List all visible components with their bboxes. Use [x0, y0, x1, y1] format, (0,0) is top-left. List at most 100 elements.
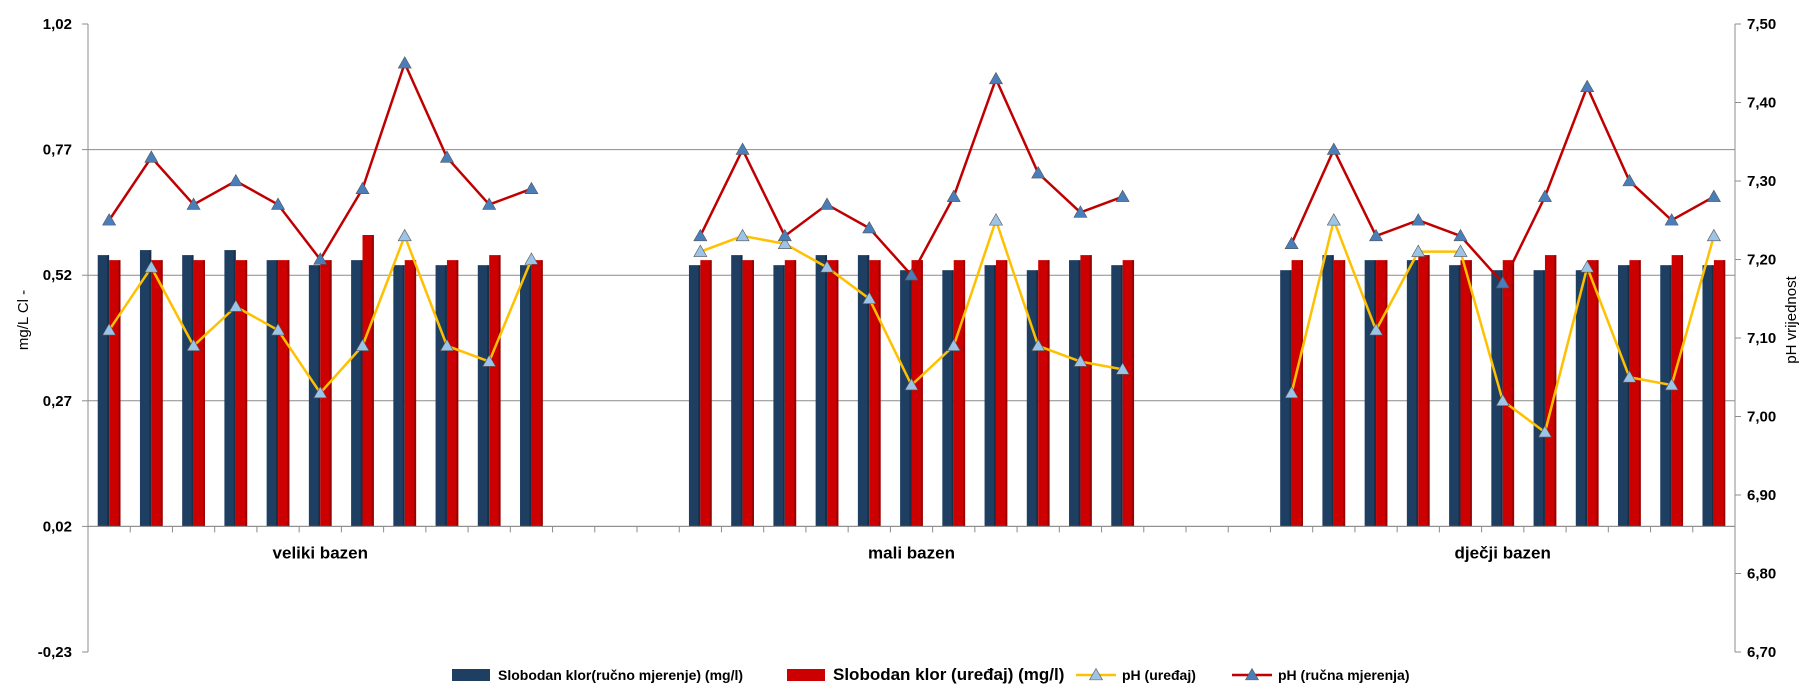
bar-manual-chlorine-shade: [951, 270, 954, 527]
bar-manual-chlorine-shade: [740, 255, 743, 527]
bar-device-chlorine: [953, 260, 966, 527]
bar-manual-chlorine: [1111, 265, 1123, 527]
bar-manual-chlorine-shade: [107, 255, 110, 527]
bar-device-chlorine: [320, 260, 332, 527]
bar-device-chlorine-shade: [1469, 260, 1472, 527]
bar-device-chlorine: [1671, 255, 1684, 527]
bar-manual-chlorine-shade: [1416, 260, 1419, 527]
y2-tick-label: 7,30: [1747, 173, 1776, 190]
bar-manual-chlorine-shade: [1374, 260, 1377, 527]
bar-manual-chlorine: [97, 255, 110, 527]
bar-manual-chlorine: [477, 265, 490, 527]
bar-manual-chlorine-shade: [1120, 265, 1123, 527]
bar-device-chlorine-shade: [1681, 255, 1684, 527]
bar-device-chlorine: [1418, 255, 1430, 527]
marker-ph-manual: [1664, 213, 1679, 226]
bar-device-chlorine: [1333, 260, 1346, 527]
bar-manual-chlorine-shade: [402, 265, 405, 527]
legend-label: Slobodan klor(ručno mjerenje) (mg/l): [498, 667, 743, 683]
bar-manual-chlorine-shade: [529, 265, 532, 527]
bar-manual-chlorine-shade: [993, 265, 996, 527]
marker-ph-manual: [904, 268, 919, 281]
bar-device-chlorine-shade: [1512, 260, 1515, 527]
y-tick-label: 0,52: [43, 267, 72, 284]
bar-manual-chlorine: [1575, 270, 1588, 527]
bar-manual-chlorine: [351, 260, 363, 527]
bar-device-chlorine: [531, 260, 543, 527]
marker-ph-manual: [693, 228, 708, 242]
marker-ph-manual: [186, 197, 201, 210]
group-label: veliki bazen: [273, 543, 368, 562]
y2-tick-label: 6,90: [1747, 487, 1776, 504]
marker-ph-device: [777, 236, 792, 249]
marker-ph-manual: [1706, 189, 1721, 202]
line-ph-manual: [108, 59, 532, 262]
bar-manual-chlorine: [1533, 270, 1545, 527]
bar-device-chlorine-shade: [1089, 255, 1092, 527]
group-label: dječji bazen: [1455, 543, 1551, 562]
marker-ph-manual: [1284, 236, 1299, 249]
bar-device-chlorine: [193, 260, 205, 527]
y-tick-label: 0,02: [43, 518, 72, 535]
tick-labels: 1,02 0,77 0,52 0,27 0,02 -0,23 7,50 7,40 7,30 7,2…: [38, 16, 1776, 661]
bar-device-chlorine-shade: [1723, 260, 1726, 527]
marker-ph-manual: [1115, 189, 1130, 202]
marker-ph-device: [482, 354, 497, 367]
bar-device-chlorine: [1713, 260, 1726, 527]
marker-ph-device: [1664, 377, 1679, 391]
bar-device-chlorine: [109, 260, 121, 527]
marker-ph-manual: [777, 228, 792, 242]
bar-device-chlorine-shade: [498, 255, 501, 527]
marker-ph-device: [904, 377, 919, 391]
y2-tick-label: 7,50: [1747, 16, 1776, 33]
bar-manual-chlorine: [224, 250, 236, 527]
bar-device-chlorine: [1544, 255, 1557, 527]
bar-device-chlorine: [742, 260, 754, 527]
marker-ph-device: [1622, 370, 1637, 383]
bar-manual-chlorine: [1364, 260, 1377, 527]
bar-device-chlorine-shade: [245, 260, 248, 527]
bar-manual-chlorine-shade: [1711, 265, 1714, 527]
bar-device-chlorine-shade: [1596, 260, 1599, 527]
bar-manual-chlorine-shade: [233, 250, 236, 527]
bar-manual-chlorine: [942, 270, 954, 527]
bar-manual-chlorine-shade: [149, 250, 152, 527]
bar-device-chlorine-shade: [963, 260, 966, 527]
bar-device-chlorine-shade: [794, 260, 797, 527]
line-ph-manual: [699, 75, 1124, 278]
bar-manual-chlorine: [1406, 260, 1419, 527]
marker-ph-device: [439, 338, 454, 352]
marker-ph-manual: [988, 71, 1003, 85]
bar-manual-chlorine-shade: [1542, 270, 1545, 527]
bar-manual-chlorine-shade: [444, 265, 447, 527]
bar-manual-chlorine-shade: [825, 255, 828, 527]
marker-ph-manual: [820, 197, 835, 210]
bar-manual-chlorine-shade: [487, 265, 490, 527]
marker-ph-manual: [102, 213, 117, 226]
marker-ph-manual: [1411, 213, 1426, 226]
y2-axis-label: pH vrijednost: [1783, 275, 1800, 363]
marker-ph-device: [1115, 362, 1130, 375]
y-tick-label: -0,23: [38, 644, 72, 661]
bar-device-chlorine-shade: [414, 260, 417, 527]
bar-manual-chlorine: [520, 265, 532, 527]
marker-ph-device: [1284, 385, 1299, 399]
marker-ph-manual: [735, 142, 750, 155]
bar-manual-chlorine: [182, 255, 194, 527]
bar-manual-chlorine: [266, 260, 279, 527]
marker-ph-manual: [1622, 173, 1637, 187]
bar-manual-chlorine-shade: [276, 260, 279, 527]
marker-ph-device: [1453, 244, 1468, 257]
bar-device-chlorine: [151, 260, 163, 527]
bar-manual-chlorine-shade: [909, 270, 912, 527]
bar-device-chlorine: [827, 260, 839, 527]
bar-manual-chlorine: [1322, 255, 1334, 527]
bar-manual-chlorine: [1491, 270, 1503, 527]
marker-ph-device: [313, 385, 328, 399]
bar-manual-chlorine: [900, 270, 912, 527]
bar-device-chlorine-shade: [1638, 260, 1641, 527]
bars: [97, 235, 1726, 527]
marker-ph-manual: [228, 173, 243, 187]
marker-ph-device: [102, 323, 117, 336]
legend-label: pH (ručna mjerenja): [1278, 667, 1409, 683]
